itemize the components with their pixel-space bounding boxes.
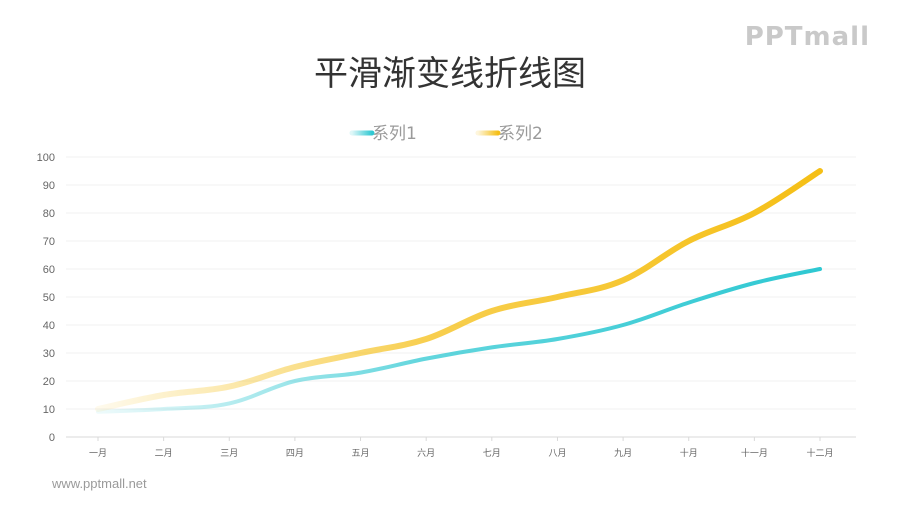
y-tick-label: 0 (49, 432, 55, 444)
y-tick-label: 80 (43, 208, 55, 220)
y-axis-ticks: 0 10 20 30 40 50 60 70 80 90 100 (37, 152, 55, 444)
y-tick-label: 60 (43, 264, 55, 276)
x-tick-label: 十一月 (741, 447, 768, 459)
x-tick-label: 四月 (286, 448, 304, 459)
brand-logo: PPTmall (744, 22, 870, 52)
legend-label-2: 系列2 (498, 124, 543, 144)
y-tick-label: 70 (43, 236, 55, 248)
x-tick-label: 十二月 (806, 447, 833, 459)
x-axis-ticks: 一月 二月 三月 四月 五月 六月 七月 八月 九月 十月 十一月 十二月 (89, 437, 834, 459)
x-tick-label: 八月 (548, 448, 566, 459)
series-lines (95, 168, 823, 414)
legend: 系列1 系列2 (349, 124, 543, 144)
x-tick-label: 十月 (680, 447, 698, 459)
x-tick-label: 二月 (155, 448, 173, 459)
y-tick-label: 20 (43, 376, 55, 388)
footer-url: www.pptmall.net (52, 476, 147, 491)
y-tick-label: 30 (43, 348, 55, 360)
chart-title: 平滑渐变线折线图 (314, 54, 586, 94)
x-tick-label: 九月 (614, 448, 632, 459)
x-tick-label: 三月 (220, 448, 238, 459)
series-line-2 (95, 168, 823, 412)
y-tick-label: 50 (43, 292, 55, 304)
y-tick-label: 90 (43, 180, 55, 192)
x-tick-label: 七月 (483, 448, 501, 459)
series-line-1 (96, 267, 822, 414)
x-tick-label: 五月 (352, 448, 370, 459)
legend-label-1: 系列1 (372, 124, 417, 144)
x-tick-label: 一月 (89, 448, 107, 459)
grid-lines (66, 156, 856, 438)
y-tick-label: 10 (43, 404, 55, 416)
y-tick-label: 100 (37, 152, 55, 164)
x-tick-label: 六月 (417, 447, 435, 459)
y-tick-label: 40 (43, 320, 55, 332)
